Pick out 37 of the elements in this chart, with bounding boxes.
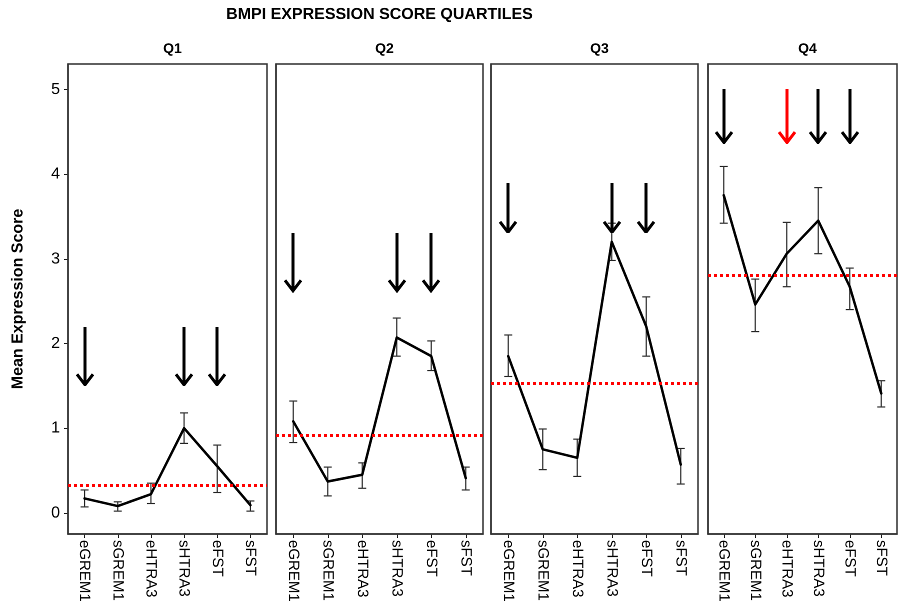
- y-tick-label: 1: [51, 420, 60, 437]
- x-tick-label: sGREM1: [109, 540, 126, 601]
- y-tick-label: 3: [51, 250, 60, 268]
- chart-title: Q4: [798, 40, 818, 56]
- x-tick-label: eHTRA3: [568, 540, 586, 598]
- x-tick-label: eGREM1: [76, 540, 94, 602]
- x-tick-label: eFST: [638, 540, 655, 577]
- x-tick-label: sHTRA3: [810, 540, 827, 597]
- x-tick-label: eFST: [208, 540, 226, 577]
- x-tick-label: eHTRA3: [354, 540, 371, 598]
- y-tick-label: 5: [51, 80, 60, 98]
- x-tick-label: sGREM1: [534, 540, 552, 601]
- x-tick-label: sFST: [457, 540, 474, 576]
- x-tick-label: sHTRA3: [603, 540, 620, 597]
- chart-title: BMPI EXPRESSION SCORE QUARTILES: [225, 6, 534, 24]
- x-tick-label: eGREM1: [284, 540, 302, 602]
- x-tick-label: eGREM1: [715, 540, 732, 602]
- x-tick-label: sGREM1: [746, 540, 764, 601]
- y-axis-title: Mean Expression Score: [10, 208, 26, 390]
- chart-title: Q1: [163, 40, 182, 56]
- x-tick-label: eFST: [422, 540, 440, 577]
- x-tick-label: eGREM1: [500, 540, 517, 602]
- chart-subtitle: Q2: [375, 40, 394, 56]
- x-tick-label: eHTRA3: [778, 540, 796, 598]
- x-tick-label: eFST: [841, 540, 858, 577]
- x-tick-label: sGREM1: [319, 540, 336, 601]
- x-tick-label: sHTRA3: [176, 540, 193, 597]
- x-tick-label: sHTRA3: [388, 540, 406, 597]
- x-tick-label: sFST: [672, 540, 690, 576]
- x-tick-label: sFST: [242, 540, 259, 576]
- y-tick-label: 4: [51, 166, 60, 183]
- y-tick-label: 2: [51, 334, 60, 352]
- line-series: [83, 426, 252, 508]
- x-tick-label: eHTRA3: [142, 540, 160, 598]
- x-tick-label: sFST: [872, 540, 890, 576]
- y-tick-label: 0: [51, 504, 60, 522]
- chart-title: Q3: [590, 40, 610, 56]
